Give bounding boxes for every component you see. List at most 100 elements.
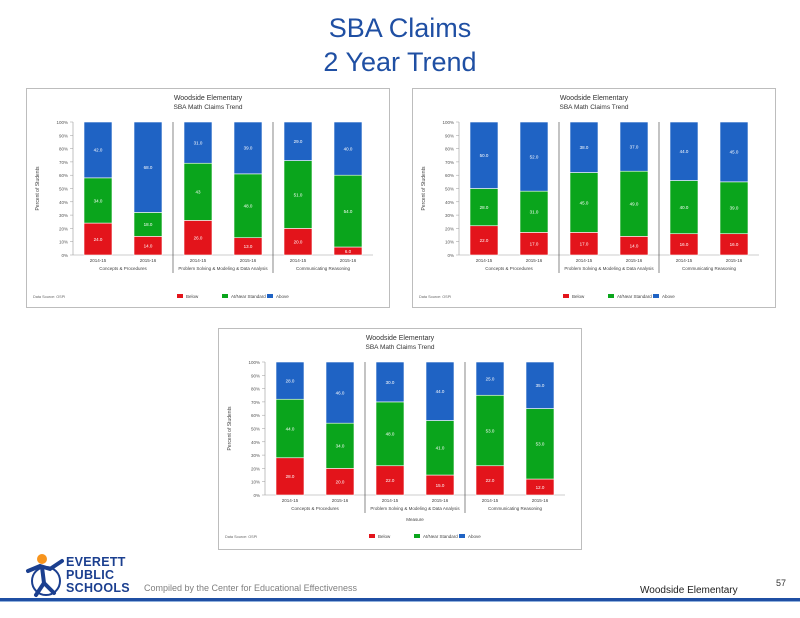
bar-segment (569, 172, 599, 233)
y-tick-label: 50% (251, 427, 260, 432)
x-tick-label: 2014-15 (476, 258, 493, 263)
bar-data-label: 31.0 (194, 140, 203, 145)
bar-segment (475, 394, 505, 467)
bar-data-label: 44.0 (436, 389, 445, 394)
bar-segment (425, 420, 455, 476)
bar-segment (325, 422, 355, 469)
chart-subtitle: SBA Math Claims Trend (174, 104, 243, 111)
legend-swatch (414, 534, 420, 538)
legend-swatch (459, 534, 465, 538)
y-tick-label: 60% (445, 173, 454, 178)
bar-segment (669, 121, 699, 181)
legend-swatch (267, 294, 273, 298)
bar-segment (133, 121, 163, 213)
legend-label: At/Near Standard (231, 294, 266, 299)
y-tick-label: 50% (445, 187, 454, 192)
bar-data-label: 43 (195, 190, 201, 195)
y-axis-label: Percent of Students (227, 406, 233, 450)
bar-segment (475, 361, 505, 396)
group-label: Concepts & Procedures (291, 506, 339, 511)
bar-data-label: 48.0 (244, 204, 253, 209)
bar-data-label: 13.0 (244, 244, 253, 249)
data-source-note: Data Source: OSPI (419, 295, 451, 299)
logo-line: EVERETT (66, 555, 126, 569)
y-axis-label: Percent of Students (35, 166, 41, 210)
x-tick-label: 2014-15 (290, 258, 307, 263)
bar-data-label: 16.0 (730, 242, 739, 247)
bar-segment (469, 121, 499, 189)
legend-label: Above (276, 294, 289, 299)
legend-label: Below (572, 294, 585, 299)
chart-subtitle: SBA Math Claims Trend (560, 104, 629, 111)
bar-data-label: 26.0 (194, 236, 203, 241)
bar-segment (525, 361, 555, 409)
bar-segment (375, 361, 405, 403)
y-tick-label: 40% (445, 200, 454, 205)
bar-data-label: 20.0 (336, 480, 345, 485)
bar-data-label: 12.0 (536, 485, 545, 490)
y-tick-label: 60% (59, 173, 68, 178)
bar-segment (283, 121, 313, 161)
bar-segment (519, 121, 549, 192)
y-tick-label: 90% (445, 133, 454, 138)
y-tick-label: 70% (251, 400, 260, 405)
bar-data-label: 45.0 (580, 200, 589, 205)
logo-line: SCHOOLS (66, 581, 130, 595)
bar-data-label: 25.0 (486, 376, 495, 381)
bar-data-label: 30.0 (386, 380, 395, 385)
group-label: Concepts & Procedures (485, 266, 533, 271)
bar-data-label: 39.0 (244, 146, 253, 151)
footer-rule (0, 598, 800, 601)
y-tick-label: 40% (59, 200, 68, 205)
legend-swatch (653, 294, 659, 298)
bar-data-label: 45.0 (730, 150, 739, 155)
group-label: Communicating Reasoning (682, 266, 737, 271)
y-tick-label: 20% (251, 466, 260, 471)
bar-segment (183, 121, 213, 164)
bar-segment (325, 361, 355, 424)
bar-data-label: 18.0 (144, 222, 153, 227)
bar-data-label: 35.0 (536, 383, 545, 388)
bar-data-label: 39.0 (730, 206, 739, 211)
logo-line: PUBLIC (66, 568, 115, 582)
y-tick-label: 50% (59, 187, 68, 192)
bar-segment (719, 121, 749, 183)
legend-label: At/Near Standard (617, 294, 652, 299)
y-tick-label: 0% (447, 253, 454, 258)
chart-panel-1: Woodside Elementary SBA Math Claims Trend… (26, 88, 390, 308)
group-label: Concepts & Procedures (99, 266, 147, 271)
bar-data-label: 68.0 (144, 165, 153, 170)
page-number: 57 (776, 578, 787, 588)
x-tick-label: 2014-15 (482, 498, 499, 503)
bar-data-label: 31.0 (530, 210, 539, 215)
chart-title: Woodside Elementary (366, 335, 435, 342)
bar-segment (669, 180, 699, 235)
bar-data-label: 28.0 (480, 205, 489, 210)
y-tick-label: 30% (59, 213, 68, 218)
bar-segment (275, 398, 305, 459)
bar-data-label: 44.0 (286, 426, 295, 431)
bar-data-label: 46.0 (336, 390, 345, 395)
bar-data-label: 37.0 (630, 144, 639, 149)
y-tick-label: 80% (445, 147, 454, 152)
legend-label: Below (186, 294, 199, 299)
bar-segment (475, 465, 505, 496)
x-tick-label: 2015-16 (532, 498, 549, 503)
data-source-note: Data Source: OSPI (225, 535, 257, 539)
y-tick-label: 90% (59, 133, 68, 138)
y-tick-label: 90% (251, 373, 260, 378)
y-tick-label: 20% (59, 226, 68, 231)
x-tick-label: 2015-16 (140, 258, 157, 263)
bar-data-label: 54.0 (344, 209, 353, 214)
bar-segment (83, 121, 113, 179)
y-tick-label: 60% (251, 413, 260, 418)
bar-segment (569, 121, 599, 173)
footer-rule-thin (0, 601, 800, 602)
y-tick-label: 0% (61, 253, 68, 258)
chart-title: Woodside Elementary (560, 95, 629, 102)
bar-data-label: 20.0 (294, 240, 303, 245)
bar-segment (275, 457, 305, 496)
chart-panel-3: Woodside Elementary SBA Math Claims Trend… (218, 328, 582, 550)
bar-segment (719, 181, 749, 235)
bar-segment (425, 361, 455, 421)
